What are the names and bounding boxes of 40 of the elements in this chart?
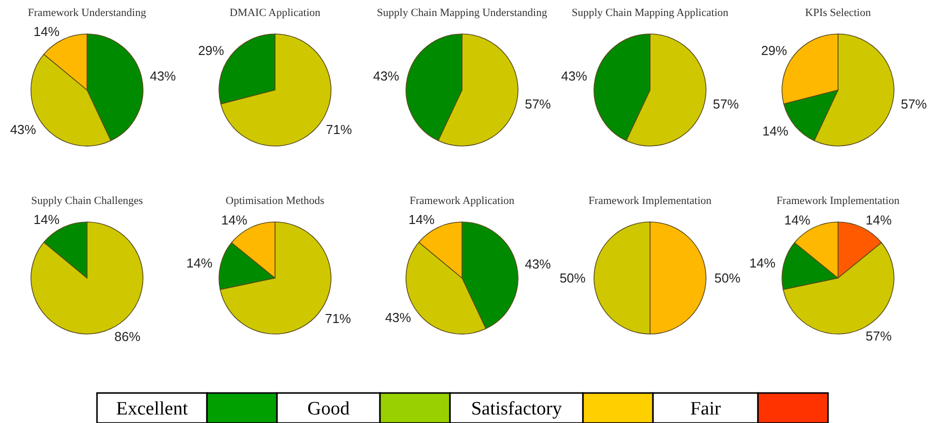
data-label: 14% <box>762 124 789 139</box>
data-label: 57% <box>524 96 552 112</box>
data-label: 14% <box>34 24 60 40</box>
chart-title: Optimisation Methods <box>226 195 324 207</box>
chart-title: Framework Implementation <box>776 195 900 207</box>
chart-title: Supply Chain Challenges <box>31 195 143 207</box>
data-label: 86% <box>114 328 141 344</box>
data-label: 43% <box>524 256 552 272</box>
data-label: 71% <box>326 122 352 137</box>
chart-title: Framework Understanding <box>28 7 147 19</box>
data-label: 14% <box>221 212 248 228</box>
data-label: 14% <box>408 212 436 228</box>
chart-title: Supply Chain Mapping Application <box>572 7 729 19</box>
data-label: 14% <box>186 255 213 270</box>
data-label: 57% <box>866 328 892 344</box>
data-label: 43% <box>561 68 588 84</box>
data-label: 14% <box>784 212 811 228</box>
data-label: 57% <box>712 96 740 112</box>
data-label: 14% <box>866 212 892 228</box>
chart-title: Framework Application <box>410 195 515 207</box>
data-label: 43% <box>373 68 400 84</box>
chart-title: KPIs Selection <box>805 7 872 19</box>
data-label: 29% <box>198 43 225 58</box>
data-label: 57% <box>900 96 928 112</box>
category-label: Fair <box>690 398 722 420</box>
data-label: 71% <box>324 311 352 326</box>
data-label: 43% <box>10 122 37 137</box>
data-label: 43% <box>150 68 176 84</box>
category-label: Excellent <box>116 398 189 420</box>
chart-title: Framework Implementation <box>588 195 712 207</box>
chart-title: DMAIC Application <box>230 7 321 19</box>
data-label: 50% <box>560 270 586 286</box>
data-label: 50% <box>714 270 741 286</box>
data-label: 29% <box>761 43 788 58</box>
data-label: 43% <box>385 310 412 325</box>
category-label: Satisfactory <box>471 398 562 420</box>
data-label: 14% <box>34 212 60 228</box>
data-label: 14% <box>749 255 776 270</box>
chart-title: Supply Chain Mapping Understanding <box>376 7 548 19</box>
category-label: Good <box>307 398 350 420</box>
